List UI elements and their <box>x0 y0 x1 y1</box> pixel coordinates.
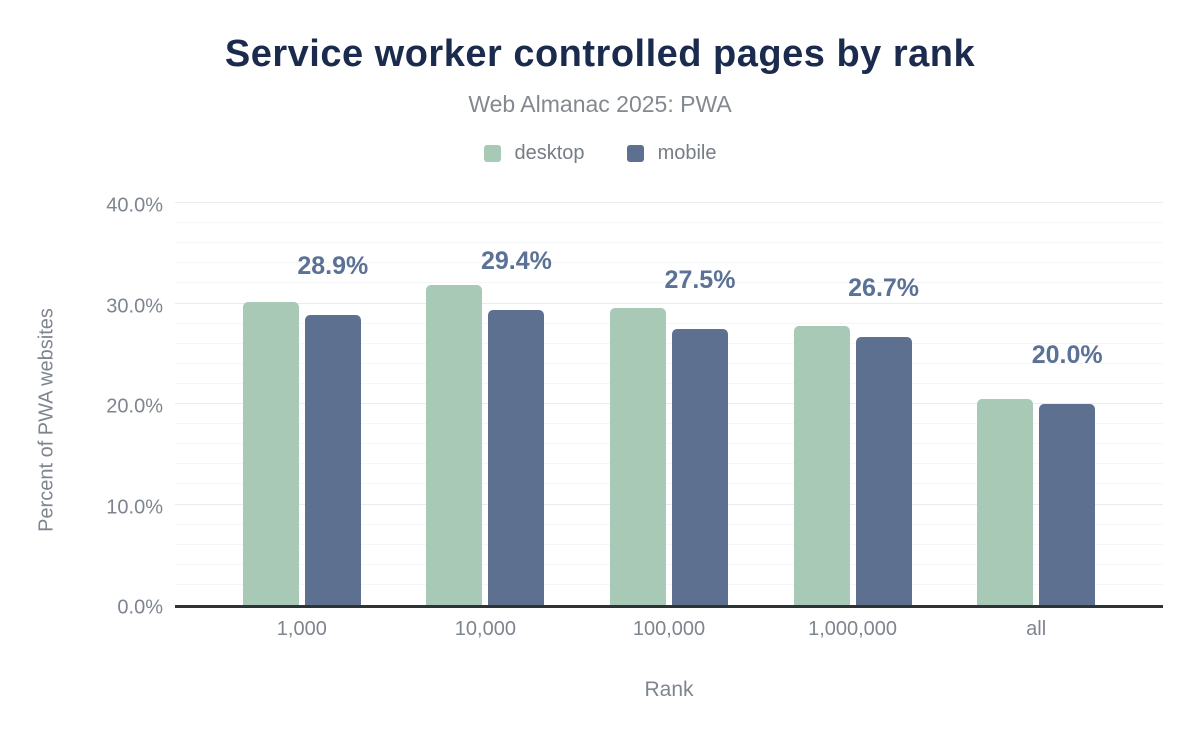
gridline-major <box>175 403 1163 404</box>
gridline-minor <box>175 342 1163 344</box>
data-label-1,000: 28.9% <box>297 251 369 280</box>
bar-desktop-100,000[interactable] <box>609 307 666 605</box>
legend-swatch-desktop <box>483 145 501 162</box>
data-label-100,000: 27.5% <box>664 265 736 294</box>
gridline-minor <box>175 423 1163 425</box>
bar-desktop-1,000,000[interactable] <box>793 325 850 605</box>
bar-desktop-all[interactable] <box>977 398 1034 605</box>
gridline-minor <box>175 362 1163 364</box>
chart-subtitle: Web Almanac 2025: PWA <box>468 91 732 117</box>
bar-groups: 28.9% 29.4% 27.5% 26.7% 20.0% <box>175 206 1163 605</box>
x-tick-label-all: all <box>1026 618 1047 640</box>
y-tick-label: 0.0% <box>117 596 163 619</box>
legend-item-mobile[interactable]: mobile <box>626 142 717 165</box>
data-label-all: 20.0% <box>1031 341 1103 369</box>
gridline-major <box>175 503 1163 505</box>
bar-desktop-10,000[interactable] <box>426 285 483 605</box>
y-tick-label: 10.0% <box>106 496 163 518</box>
gridline-minor <box>175 583 1163 585</box>
legend-swatch-mobile <box>626 145 644 162</box>
gridline-minor <box>175 463 1163 465</box>
legend-label-desktop: desktop <box>514 142 585 164</box>
chart-title: Service worker controlled pages by rank <box>224 33 976 75</box>
gridline-minor <box>175 262 1163 264</box>
bar-mobile-10,000[interactable] <box>488 309 545 605</box>
bar-group-10,000: 29.4% <box>394 206 578 605</box>
y-tick-label: 40.0% <box>106 194 163 217</box>
gridline-minor <box>175 443 1163 445</box>
gridline-minor <box>175 222 1163 224</box>
x-tick-label-1,000: 1,000 <box>276 618 327 640</box>
plot-area: 0.0% 10.0% 20.0% 30.0% 40.0% 28.9% 29.4% 27.5%… <box>106 195 1163 619</box>
bar-mobile-1,000,000[interactable] <box>855 336 912 605</box>
gridline-minor <box>175 523 1163 525</box>
gridline-minor <box>175 322 1163 324</box>
legend-item-desktop[interactable]: desktop <box>483 142 585 165</box>
gridline-minor <box>175 563 1163 565</box>
legend: desktop mobile <box>0 142 1200 165</box>
y-axis-title: Percent of PWA websites <box>35 308 58 532</box>
gridline-minor <box>175 382 1163 384</box>
x-tick-label-10,000: 10,000 <box>454 618 516 640</box>
bar-group-100,000: 27.5% <box>577 206 761 605</box>
x-tick-label-100,000: 100,000 <box>632 618 706 640</box>
bar-desktop-1,000[interactable] <box>242 301 299 605</box>
bar-group-all: 20.0% <box>944 206 1128 605</box>
x-axis-ticks: 1,000 10,000 100,000 1,000,000 all <box>175 618 1163 641</box>
bar-group-1,000: 28.9% <box>210 206 394 605</box>
x-axis-title: Rank <box>644 678 694 701</box>
bar-mobile-1,000[interactable] <box>304 314 361 605</box>
y-tick-label: 30.0% <box>106 295 163 317</box>
bar-mobile-100,000[interactable] <box>671 328 728 605</box>
legend-label-mobile: mobile <box>657 142 717 164</box>
data-label-10,000: 29.4% <box>480 246 552 275</box>
gridline-major <box>175 302 1163 304</box>
data-label-1,000,000: 26.7% <box>848 273 920 302</box>
gridline-major <box>175 202 1163 203</box>
gridline-minor <box>175 242 1163 244</box>
gridline-minor <box>175 543 1163 545</box>
x-tick-label-1,000,000: 1,000,000 <box>808 618 898 640</box>
bar-mobile-all[interactable] <box>1039 404 1096 605</box>
bar-group-1,000,000: 26.7% <box>761 206 945 605</box>
gridline-minor <box>175 483 1163 485</box>
y-tick-label: 20.0% <box>106 395 163 418</box>
gridline-minor <box>175 282 1163 284</box>
